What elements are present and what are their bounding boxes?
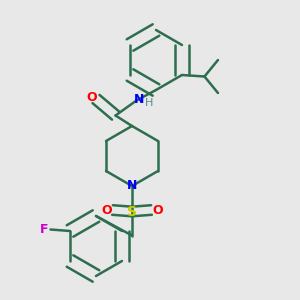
Text: N: N <box>134 93 144 106</box>
Text: O: O <box>101 203 112 217</box>
Text: H: H <box>145 98 153 108</box>
Text: S: S <box>127 205 137 218</box>
Text: N: N <box>127 178 137 192</box>
Text: F: F <box>40 223 49 236</box>
Text: O: O <box>152 203 163 217</box>
Text: O: O <box>87 91 98 104</box>
